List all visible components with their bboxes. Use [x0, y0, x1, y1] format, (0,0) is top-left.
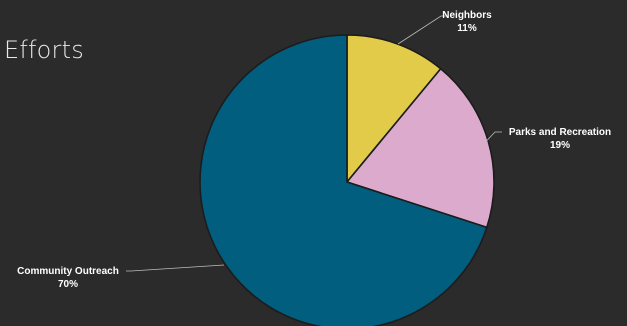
pie-slice-community-outreach	[199, 34, 488, 326]
slice-label-community-outreach: Community Outreach	[17, 266, 119, 277]
slice-label-parks-and-recreation: Parks and Recreation	[509, 127, 611, 138]
pie-slice-neighbors	[346, 34, 442, 183]
pie-slice-parks-and-recreation	[346, 67, 495, 229]
leader-line-parks-and-recreation	[474, 131, 502, 154]
chart-title: Efforts	[4, 36, 84, 64]
leader-line-neighbors	[397, 15, 448, 45]
slice-label-neighbors: Neighbors	[442, 10, 492, 21]
slice-value-neighbors: 11%	[457, 23, 477, 34]
leader-line-community-outreach	[126, 264, 225, 272]
slice-value-community-outreach: 70%	[58, 279, 78, 290]
slice-value-parks-and-recreation: 19%	[550, 140, 570, 151]
